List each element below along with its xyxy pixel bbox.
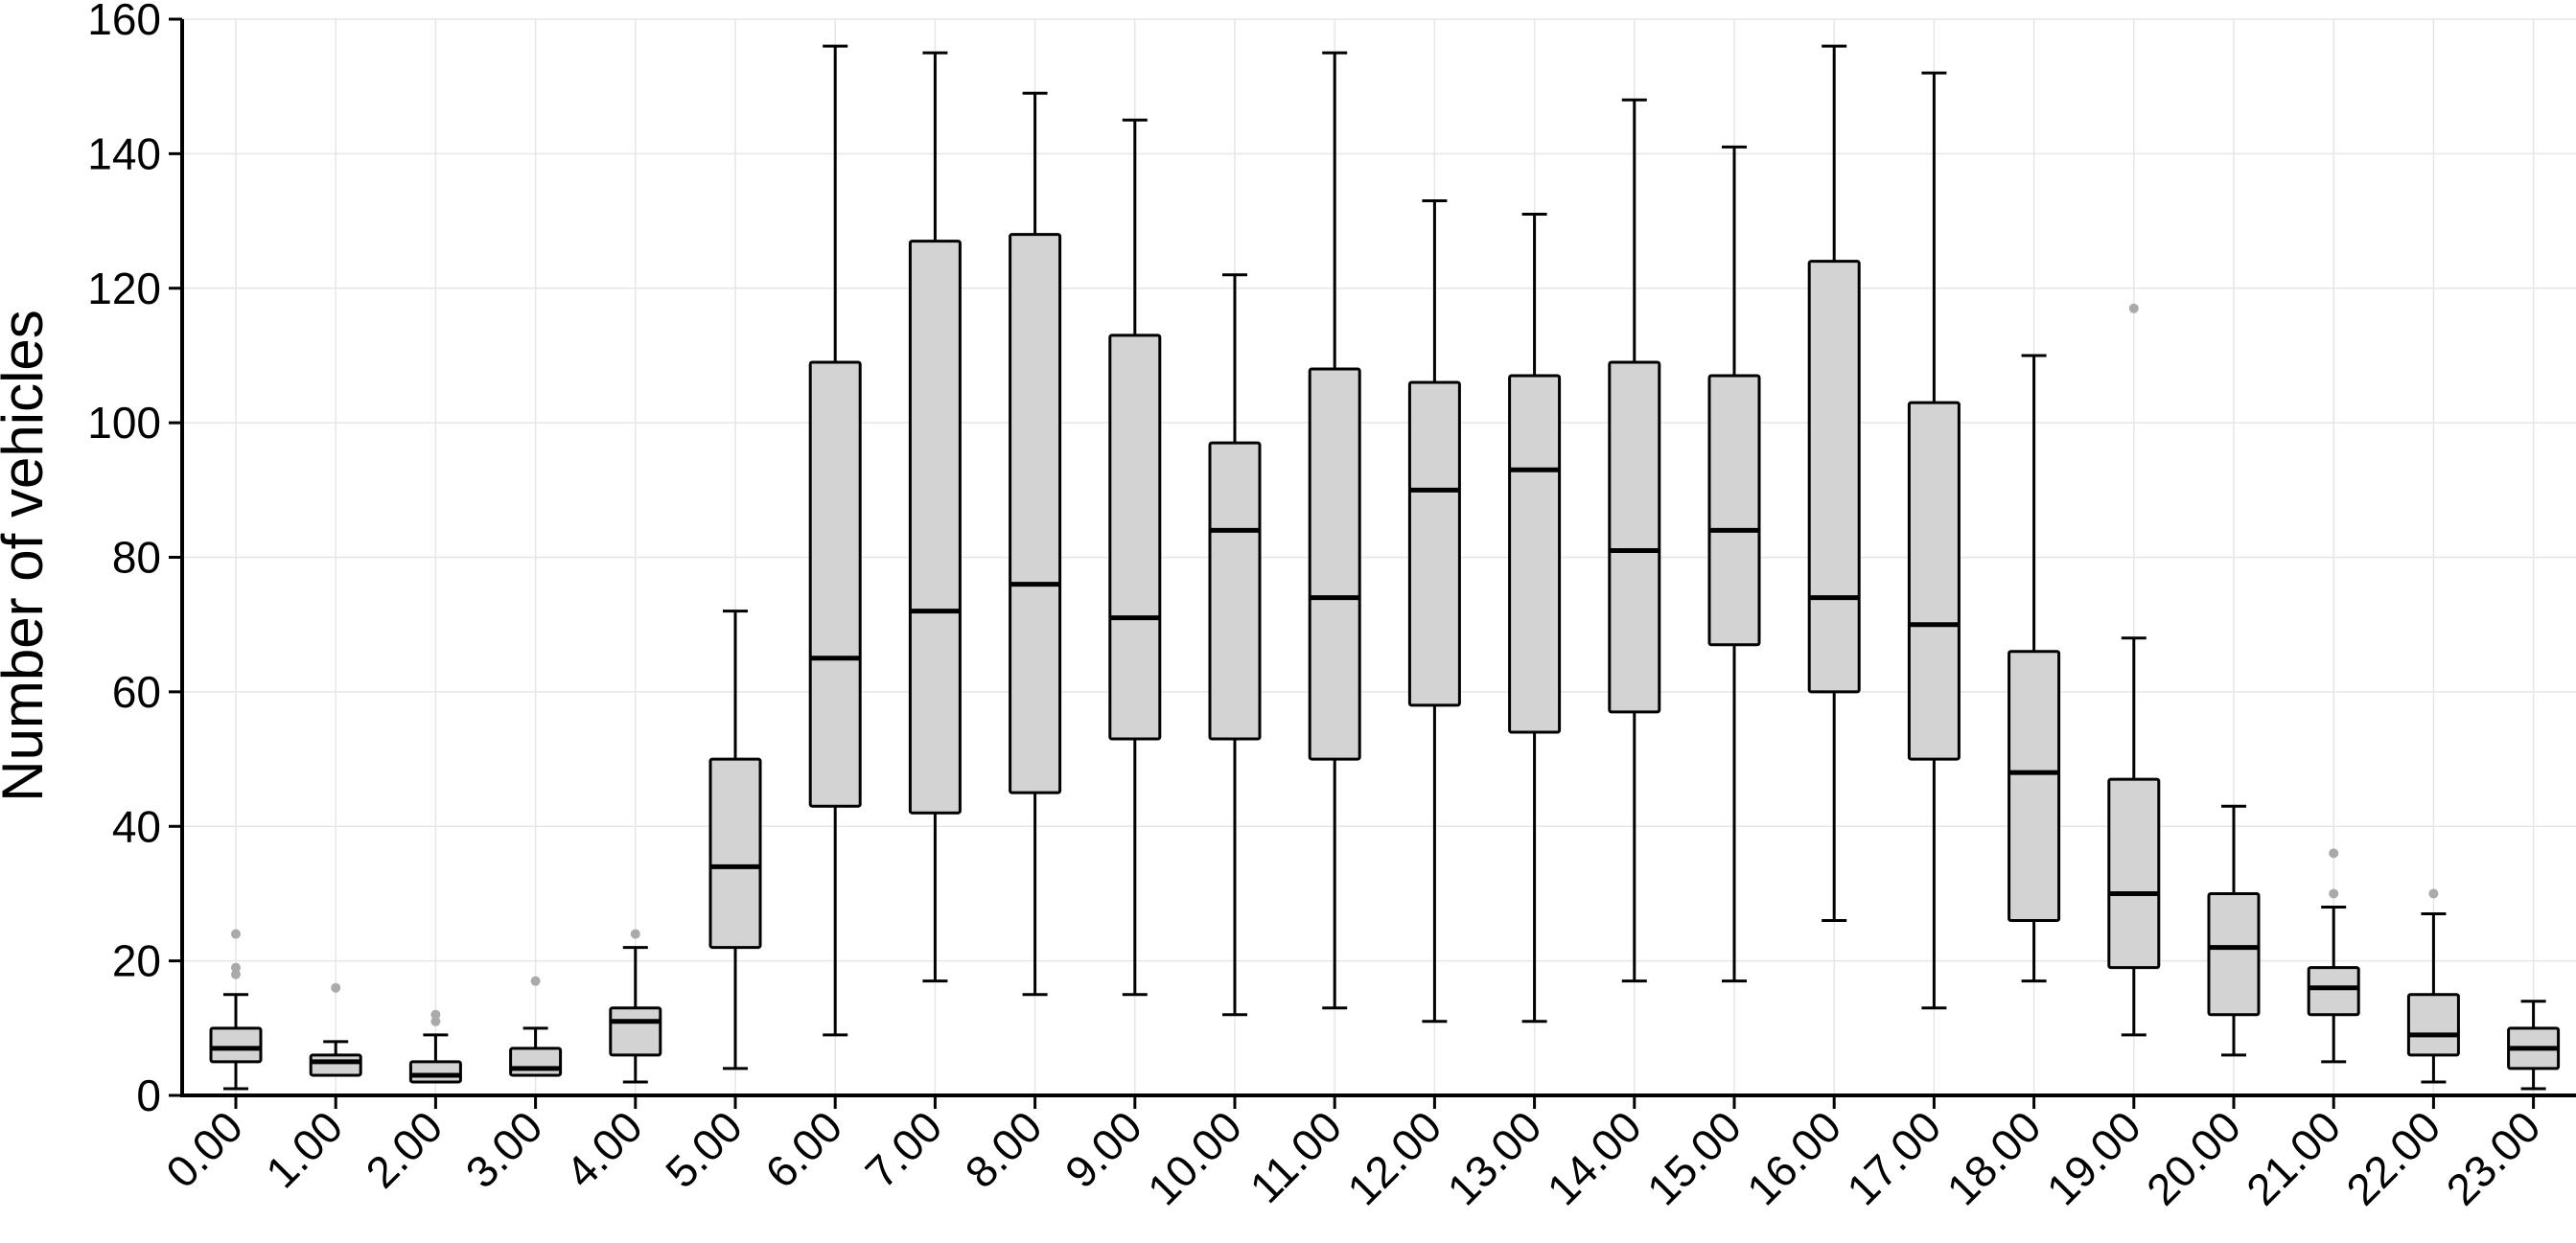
- iqr-box: [2307, 966, 2360, 1017]
- outlier-point: [331, 982, 341, 993]
- box-15.00: [1707, 145, 1761, 983]
- y-tick-label: 100: [87, 398, 161, 448]
- x-tick-label: 23.00: [2436, 1101, 2549, 1214]
- box-6.00: [808, 44, 862, 1037]
- y-tick-label: 60: [112, 667, 161, 717]
- iqr-box: [309, 1053, 362, 1077]
- box-series: [209, 44, 2561, 1091]
- y-tick-label: 160: [87, 0, 161, 44]
- outlier-point: [2329, 888, 2339, 899]
- x-tick-label: 10.00: [1138, 1101, 1251, 1214]
- box-1.00: [309, 982, 362, 1077]
- box-22.00: [2406, 888, 2460, 1084]
- box-9.00: [1108, 118, 1162, 997]
- iqr-box: [509, 1047, 563, 1077]
- iqr-box: [1308, 367, 1361, 761]
- box-16.00: [1807, 44, 1861, 923]
- iqr-box: [1807, 260, 1861, 694]
- iqr-box: [609, 1006, 662, 1057]
- box-18.00: [2007, 354, 2061, 983]
- box-11.00: [1308, 51, 1361, 1010]
- iqr-box: [2107, 777, 2161, 970]
- x-tick-label: 7.00: [855, 1101, 951, 1197]
- x-tick-label: 4.00: [556, 1101, 652, 1197]
- outlier-point: [630, 929, 640, 939]
- box-10.00: [1208, 273, 1262, 1017]
- iqr-box: [1608, 360, 1661, 714]
- x-tick-label: 18.00: [1937, 1101, 2050, 1214]
- box-23.00: [2507, 1000, 2561, 1091]
- box-2.00: [408, 1009, 462, 1084]
- x-tick-label: 5.00: [656, 1101, 752, 1197]
- outlier-point: [2329, 848, 2339, 859]
- x-tick-label: 13.00: [1437, 1101, 1550, 1214]
- outlier-point: [430, 1009, 441, 1020]
- iqr-box: [2007, 650, 2061, 923]
- outlier-point: [2428, 888, 2439, 899]
- iqr-box: [2207, 891, 2261, 1017]
- box-17.00: [1907, 71, 1961, 1010]
- x-tick-label: 19.00: [2037, 1101, 2150, 1214]
- box-19.00: [2107, 303, 2161, 1037]
- iqr-box: [2406, 993, 2460, 1057]
- box-7.00: [908, 51, 962, 983]
- x-tick-label: 6.00: [755, 1101, 851, 1197]
- x-tick-label: 20.00: [2137, 1101, 2250, 1214]
- iqr-box: [708, 757, 762, 950]
- outlier-point: [430, 1016, 441, 1026]
- iqr-box: [1707, 374, 1761, 647]
- box-21.00: [2307, 848, 2360, 1064]
- outlier-point: [530, 976, 541, 986]
- iqr-box: [1907, 401, 1961, 761]
- x-axis-ticks: 0.00 1.00 2.00 3.00 4.00 5.00 6.00 7.00 8.00 9.00…: [156, 1095, 2550, 1214]
- y-tick-label: 0: [136, 1070, 161, 1120]
- box-5.00: [708, 610, 762, 1070]
- x-tick-label: 16.00: [1737, 1101, 1850, 1214]
- iqr-box: [908, 240, 962, 815]
- x-tick-label: 22.00: [2336, 1101, 2449, 1214]
- y-axis-label: Number of vehicles: [0, 310, 55, 802]
- box-14.00: [1608, 98, 1661, 983]
- x-tick-label: 12.00: [1337, 1101, 1450, 1214]
- x-tick-label: 3.00: [456, 1101, 552, 1197]
- iqr-box: [1208, 441, 1262, 741]
- y-tick-label: 40: [112, 801, 161, 851]
- y-tick-label: 140: [87, 128, 161, 178]
- x-tick-label: 0.00: [156, 1101, 252, 1197]
- iqr-box: [808, 360, 862, 808]
- x-tick-label: 14.00: [1538, 1101, 1651, 1214]
- y-axis-ticks: 0 20 40 60 80 100 120 140 160: [87, 0, 182, 1120]
- y-tick-label: 80: [112, 533, 161, 583]
- box-20.00: [2207, 804, 2261, 1057]
- x-tick-label: 2.00: [356, 1101, 452, 1197]
- iqr-box: [1009, 233, 1062, 794]
- x-tick-label: 9.00: [1056, 1101, 1151, 1197]
- x-tick-label: 15.00: [1637, 1101, 1751, 1214]
- box-13.00: [1508, 213, 1562, 1024]
- iqr-box: [1508, 374, 1562, 734]
- outlier-point: [231, 929, 241, 939]
- x-tick-label: 8.00: [956, 1101, 1052, 1197]
- outlier-point: [231, 969, 241, 979]
- iqr-box: [209, 1026, 263, 1064]
- x-tick-label: 11.00: [1241, 1101, 1352, 1212]
- x-tick-label: 17.00: [1837, 1101, 1950, 1214]
- box-12.00: [1407, 199, 1461, 1024]
- x-tick-label: 1.00: [256, 1101, 352, 1197]
- box-0.00: [209, 929, 263, 1091]
- iqr-box: [1108, 334, 1162, 741]
- iqr-box: [1407, 380, 1461, 707]
- iqr-box: [408, 1060, 462, 1084]
- outlier-point: [231, 962, 241, 973]
- y-tick-label: 20: [112, 936, 161, 986]
- box-8.00: [1009, 91, 1062, 997]
- box-4.00: [609, 929, 662, 1084]
- box-3.00: [509, 976, 563, 1077]
- outlier-point: [2128, 303, 2139, 313]
- x-tick-label: 21.00: [2237, 1101, 2350, 1214]
- y-tick-label: 120: [87, 264, 161, 313]
